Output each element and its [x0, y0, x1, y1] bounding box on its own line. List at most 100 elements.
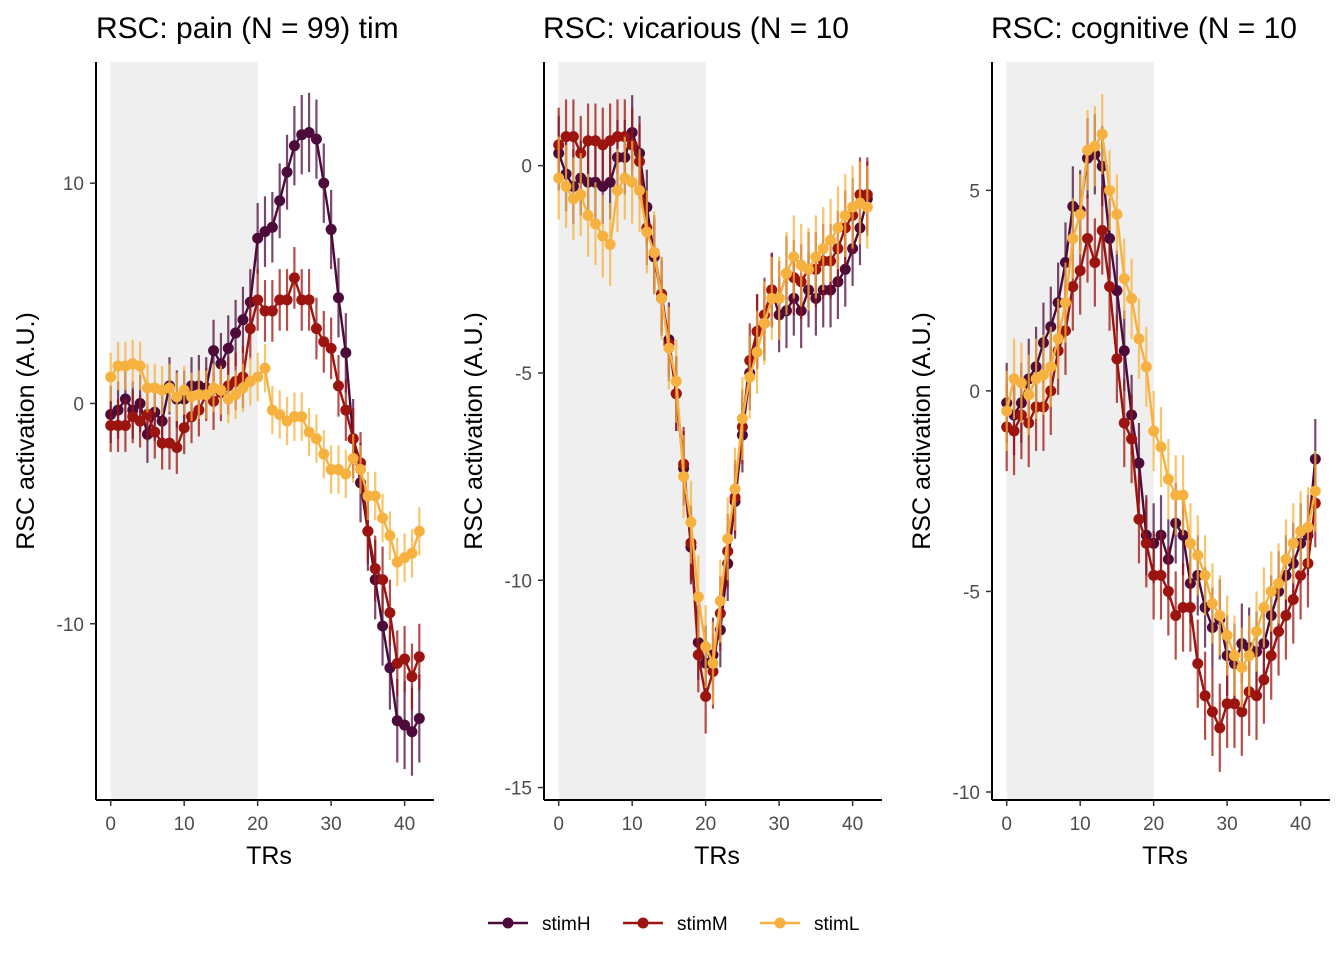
data-point — [171, 391, 183, 403]
data-point — [1001, 405, 1013, 417]
data-point — [134, 415, 146, 427]
data-point — [1162, 585, 1174, 597]
data-point — [560, 180, 572, 192]
data-point — [340, 404, 352, 416]
data-point — [281, 166, 293, 178]
data-point — [377, 574, 389, 586]
data-point — [567, 131, 579, 143]
data-point — [575, 189, 587, 201]
data-point — [208, 345, 220, 357]
legend-marker — [502, 917, 514, 929]
legend-marker — [774, 917, 786, 929]
data-point — [171, 442, 183, 454]
data-point — [1206, 706, 1218, 718]
data-point — [413, 651, 425, 663]
x-tick-label: 10 — [174, 814, 195, 835]
data-point — [237, 382, 249, 394]
data-point — [310, 323, 322, 335]
y-tick-label: -10 — [57, 615, 84, 636]
data-point — [714, 595, 726, 607]
data-point — [700, 690, 712, 702]
data-point — [1295, 569, 1307, 581]
data-point — [384, 607, 396, 619]
data-point — [611, 185, 623, 197]
data-point — [1184, 537, 1196, 549]
y-tick-label: -15 — [505, 779, 532, 800]
data-point — [222, 342, 234, 354]
data-point — [700, 641, 712, 653]
data-point — [1228, 650, 1240, 662]
data-point — [729, 483, 741, 495]
data-point — [1104, 281, 1116, 293]
data-point — [1023, 389, 1035, 401]
data-point — [340, 468, 352, 480]
data-point — [318, 177, 330, 189]
data-point — [1140, 361, 1152, 373]
x-tick-label: 40 — [1290, 814, 1311, 835]
data-point — [274, 195, 286, 207]
data-point — [1280, 553, 1292, 565]
data-point — [340, 347, 352, 359]
data-point — [178, 422, 190, 434]
data-point — [1155, 569, 1167, 581]
data-point — [1192, 658, 1204, 670]
data-point — [1140, 537, 1152, 549]
panel-2: RSC: vicarious (N = 10 0 10 20 30 40 -15 -10 -5 0… — [460, 12, 882, 870]
series-stimL — [105, 339, 425, 587]
data-point — [230, 389, 242, 401]
data-point — [1273, 626, 1285, 638]
data-point — [281, 294, 293, 306]
data-point — [303, 126, 315, 138]
data-point — [678, 471, 690, 483]
data-point — [1126, 433, 1138, 445]
y-tick-label: 0 — [969, 382, 980, 403]
legend-item-stimM: stimM — [623, 914, 728, 935]
data-point — [244, 323, 256, 335]
data-point — [325, 342, 337, 354]
data-point — [1037, 369, 1049, 381]
data-point — [663, 342, 675, 354]
data-point — [384, 530, 396, 542]
x-axis-title: TRs — [246, 842, 292, 870]
data-point — [200, 389, 212, 401]
data-point — [310, 433, 322, 445]
data-point — [1059, 297, 1071, 309]
x-tick-label: 0 — [1001, 814, 1012, 835]
data-point — [399, 653, 411, 665]
data-point — [1251, 626, 1263, 638]
data-point — [839, 263, 851, 275]
data-point — [1251, 690, 1263, 702]
data-point — [303, 426, 315, 438]
data-point — [692, 591, 704, 603]
data-point — [325, 223, 337, 235]
data-point — [1074, 208, 1086, 220]
data-point — [1206, 597, 1218, 609]
data-point — [670, 375, 682, 387]
y-tick-label: 0 — [73, 394, 84, 415]
data-point — [406, 547, 418, 559]
data-point — [369, 563, 381, 575]
data-point — [1104, 232, 1116, 244]
data-point — [1184, 601, 1196, 613]
data-point — [788, 251, 800, 263]
data-point — [1228, 698, 1240, 710]
data-point — [1148, 425, 1160, 437]
data-point — [406, 726, 418, 738]
data-point — [1008, 425, 1020, 437]
series-stimL — [1001, 94, 1321, 708]
data-point — [377, 512, 389, 524]
data-point — [1162, 473, 1174, 485]
data-point — [810, 251, 822, 263]
data-point — [105, 371, 117, 383]
data-point — [656, 292, 668, 304]
x-tick-label: 30 — [321, 814, 342, 835]
y-axis-title: RSC activation (A.U.) — [460, 312, 488, 550]
x-axis-title: TRs — [1142, 842, 1188, 870]
data-point — [332, 380, 344, 392]
data-point — [178, 384, 190, 396]
data-point — [1096, 224, 1108, 236]
data-point — [722, 533, 734, 545]
data-point — [803, 263, 815, 275]
data-point — [773, 292, 785, 304]
